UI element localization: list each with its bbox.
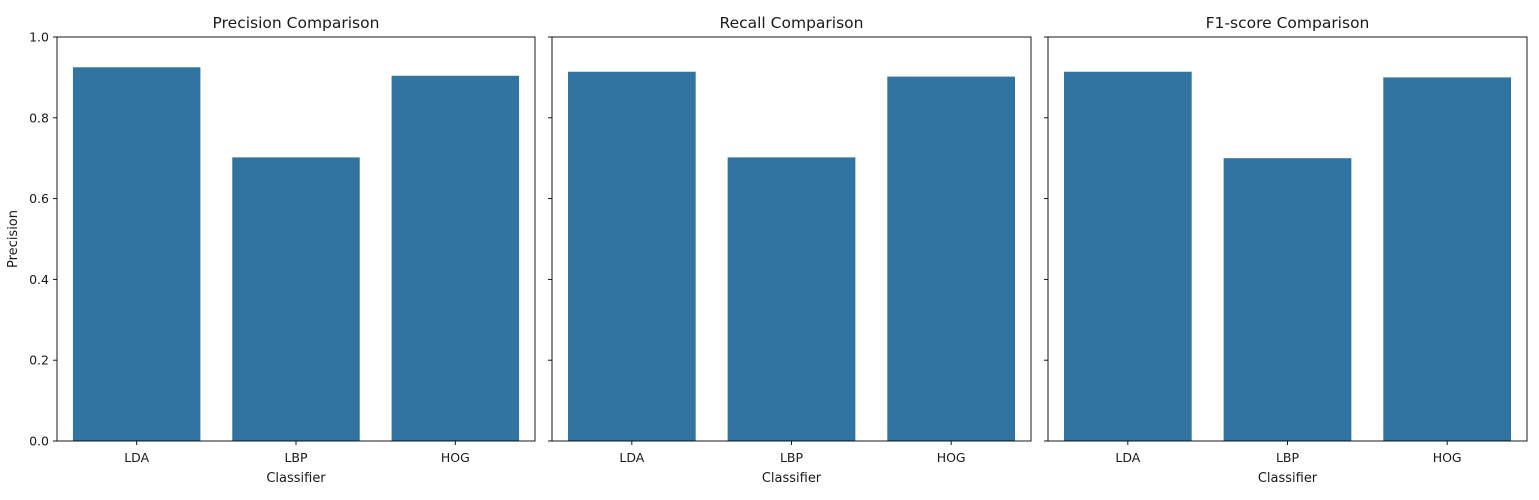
y-tick-label: 0.2 — [29, 353, 49, 368]
y-tick-label: 0.4 — [29, 272, 49, 287]
x-tick-label: LBP — [780, 450, 804, 465]
x-tick-label: LBP — [284, 450, 308, 465]
x-tick-label: LDA — [619, 450, 644, 465]
x-tick-label: HOG — [1433, 450, 1462, 465]
chart-title: Precision Comparison — [213, 14, 380, 32]
y-tick-label: 0.8 — [29, 110, 49, 125]
chart-title: F1-score Comparison — [1206, 14, 1370, 32]
y-tick-label: 0.0 — [29, 434, 49, 449]
chart-title: Recall Comparison — [720, 14, 864, 32]
x-axis-label: Classifier — [762, 471, 822, 486]
subplot-2: LDA LBP HOG Recall Comparison Classifier — [548, 14, 1032, 486]
y-axis-label: Precision — [6, 210, 21, 268]
bar-lbp — [232, 157, 360, 441]
bar-lbp — [1223, 158, 1352, 441]
y-tick-label: 0.6 — [29, 191, 49, 206]
x-tick-label: LDA — [124, 450, 149, 465]
bar-hog — [391, 75, 520, 441]
x-axis-label: Classifier — [266, 471, 326, 486]
bar-lda — [1063, 71, 1192, 442]
bar-hog — [1383, 77, 1512, 442]
subplot-3: LDA LBP HOG F1-score Comparison Classifier — [1044, 14, 1528, 486]
bar-hog — [887, 76, 1016, 441]
x-tick-label: HOG — [937, 450, 966, 465]
bar-lda — [72, 67, 201, 442]
x-tick-label: LBP — [1276, 450, 1300, 465]
x-tick-label: HOG — [441, 450, 470, 465]
bar-lbp — [727, 157, 856, 441]
y-tick-label: 1.0 — [29, 30, 49, 45]
subplot-1: LDA LBP HOG 0.0 0.2 0.4 0.6 0.8 1.0 Precision Com… — [6, 14, 536, 486]
x-tick-label: LDA — [1115, 450, 1140, 465]
x-axis-label: Classifier — [1258, 471, 1318, 486]
bar-lda — [567, 71, 696, 442]
